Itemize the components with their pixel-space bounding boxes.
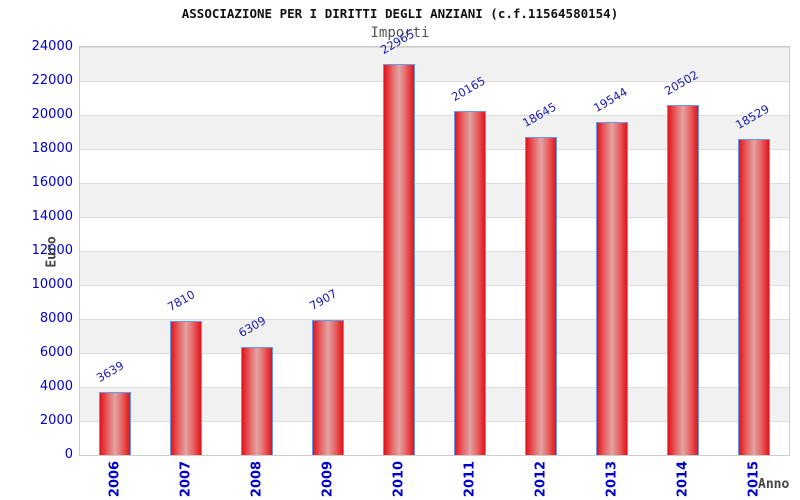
y-tick-18000: 18000 [31,141,73,156]
bar-2009 [312,320,345,455]
x-tick-2012: 2012 [533,460,549,498]
y-tick-10000: 10000 [31,277,73,292]
chart-title: ASSOCIAZIONE PER I DIRITTI DEGLI ANZIANI… [181,6,619,21]
x-tick-2007: 2007 [178,460,194,498]
x-tick-2013: 2013 [604,460,620,498]
y-tick-24000: 24000 [31,39,73,54]
bar-2014 [666,105,699,455]
bar-2007 [170,321,203,455]
bar-2006 [99,392,132,455]
x-tick-2010: 2010 [391,460,407,498]
y-tick-8000: 8000 [39,311,73,326]
x-axis-title: Anno [758,477,790,492]
y-tick-22000: 22000 [31,73,73,88]
x-tick-2009: 2009 [320,460,336,498]
bar-2008 [241,347,274,455]
y-tick-12000: 12000 [31,243,73,258]
chart-subtitle: Importi [370,25,430,41]
plot-area [79,46,790,456]
y-tick-14000: 14000 [31,209,73,224]
y-tick-4000: 4000 [39,379,73,394]
bar-2011 [453,111,486,455]
y-tick-6000: 6000 [39,345,73,360]
x-tick-2014: 2014 [675,460,691,498]
x-tick-2008: 2008 [249,460,265,498]
x-tick-2006: 2006 [107,460,123,498]
y-tick-0: 0 [64,447,73,462]
y-tick-2000: 2000 [39,413,73,428]
y-axis-title: Euro [44,236,60,268]
x-tick-2011: 2011 [462,460,478,498]
bar-2012 [524,137,557,455]
y-tick-20000: 20000 [31,107,73,122]
bar-2013 [595,122,628,455]
y-tick-16000: 16000 [31,175,73,190]
bar-2010 [383,64,416,455]
bar-2015 [737,139,770,455]
